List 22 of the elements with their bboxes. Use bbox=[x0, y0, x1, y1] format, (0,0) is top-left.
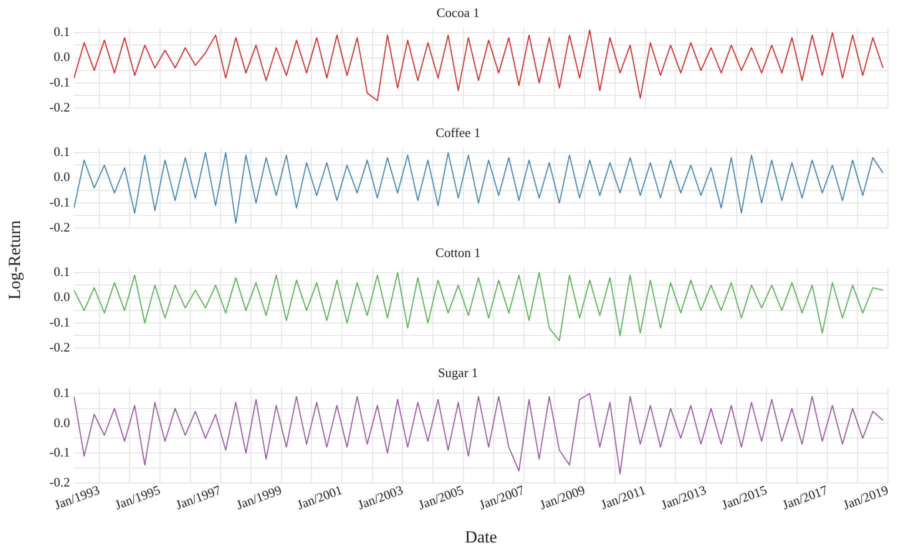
y-tick-label: -0.2 bbox=[49, 474, 70, 490]
y-axis-title: Log-Return bbox=[5, 220, 25, 300]
chart-title: Cotton 1 bbox=[435, 245, 481, 260]
y-tick-label: -0.1 bbox=[49, 314, 70, 330]
chart-title: Sugar 1 bbox=[438, 365, 478, 380]
y-tick-label: 0.0 bbox=[54, 414, 70, 430]
y-tick-label: -0.1 bbox=[49, 444, 70, 460]
y-tick-label: 0.0 bbox=[54, 289, 70, 304]
y-tick-label: -0.2 bbox=[49, 220, 70, 235]
y-tick-label: 0.0 bbox=[54, 169, 70, 184]
y-tick-label: 0.1 bbox=[54, 264, 70, 280]
y-tick-label: -0.1 bbox=[49, 74, 70, 90]
y-tick-label: -0.1 bbox=[49, 194, 70, 210]
y-tick-label: 0.1 bbox=[54, 24, 70, 40]
chart-title: Cocoa 1 bbox=[436, 5, 480, 20]
y-tick-label: -0.2 bbox=[49, 100, 70, 115]
y-tick-label: 0.1 bbox=[54, 144, 70, 160]
y-tick-label: 0.1 bbox=[54, 384, 70, 400]
y-tick-label: -0.2 bbox=[49, 340, 70, 355]
x-axis-title: Date bbox=[464, 527, 498, 546]
y-tick-label: 0.0 bbox=[54, 49, 70, 64]
chart-title: Coffee 1 bbox=[436, 125, 480, 140]
